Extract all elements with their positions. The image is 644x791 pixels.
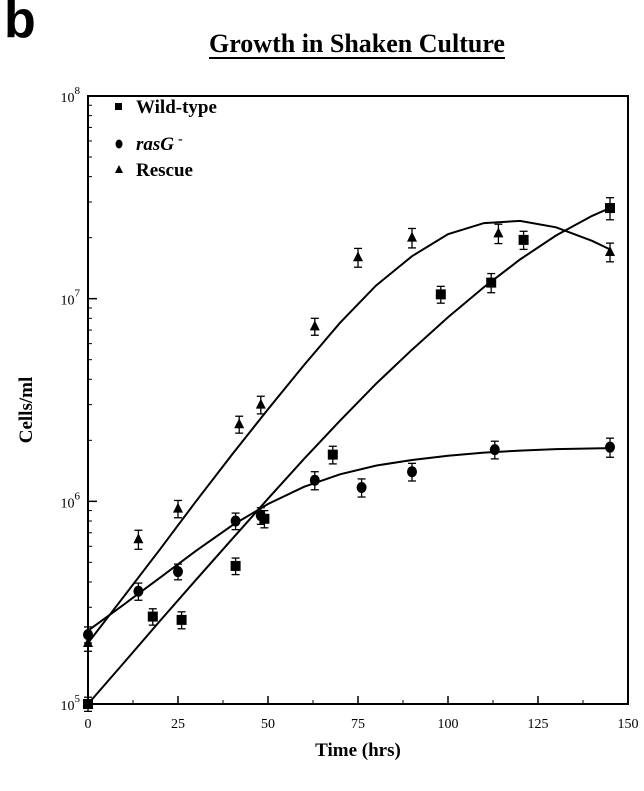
y-tick-exponent: 6	[75, 490, 81, 502]
y-tick-base: 10	[61, 294, 75, 309]
rasg-point	[605, 441, 615, 453]
y-tick-base: 10	[61, 699, 75, 714]
legend: Wild-type rasG - Rescue	[115, 97, 217, 181]
y-tick-label: 108	[61, 85, 81, 106]
x-tick-label: 75	[351, 717, 365, 732]
legend-label-rasg: rasG -	[136, 132, 183, 155]
legend-item-rasg: rasG -	[115, 132, 183, 155]
rasg-point	[133, 585, 144, 597]
rasg-point	[230, 515, 241, 527]
y-tick-exponent: 7	[75, 288, 81, 300]
legend-item-wild-type: Wild-type	[115, 97, 217, 118]
legend-label-rescue: Rescue	[136, 160, 193, 181]
rescue-point	[133, 533, 144, 544]
chart-title: Growth in Shaken Culture	[209, 29, 505, 58]
x-tick-label: 125	[528, 717, 549, 732]
rasg-point	[255, 510, 266, 522]
x-tick-label: 50	[261, 717, 275, 732]
y-tick-base: 10	[61, 91, 75, 106]
x-tick-label: 0	[85, 717, 92, 732]
legend-label-rasg-sup: -	[178, 132, 183, 147]
rescue-point	[255, 398, 266, 409]
x-axis-label: Time (hrs)	[315, 740, 401, 761]
rescue-point	[309, 320, 320, 331]
wild-type-point	[605, 203, 615, 214]
legend-item-rescue: Rescue	[115, 160, 193, 181]
rasg-point	[173, 566, 183, 578]
y-tick-label: 105	[61, 693, 81, 714]
wild-type-point	[435, 289, 446, 300]
wild-type-point	[230, 560, 241, 571]
rasg-point	[309, 474, 320, 486]
wild-type-point	[518, 234, 529, 245]
legend-label-wild-type: Wild-type	[136, 97, 217, 118]
wild-type-point	[147, 611, 158, 622]
legend-label-rasg-main: rasG	[136, 134, 174, 155]
rasg-point	[83, 629, 93, 641]
wild-type-point	[83, 699, 93, 709]
rescue-point	[234, 418, 245, 429]
legend-square-marker	[115, 103, 122, 110]
wild-type-point	[176, 614, 187, 625]
rescue-point	[173, 502, 183, 513]
x-tick-label: 25	[171, 717, 185, 732]
fit-curve-rasg	[87, 447, 611, 632]
rescue-point	[83, 636, 93, 647]
legend-triangle-marker	[115, 165, 123, 173]
fit-curves	[87, 207, 611, 705]
y-axis-label: Cells/ml	[16, 377, 37, 444]
wild-type-point	[486, 277, 497, 288]
y-tick-label: 106	[61, 490, 81, 511]
y-tick-exponent: 5	[75, 693, 81, 705]
fit-curve-rescue	[87, 219, 611, 644]
data-points	[83, 197, 615, 712]
x-tick-label: 150	[618, 717, 639, 732]
panel-label: b	[4, 0, 36, 49]
wild-type-point	[327, 449, 338, 460]
x-axis-ticks: 0 25 50 75 100 125 150	[85, 696, 639, 732]
y-tick-label: 107	[61, 288, 81, 309]
y-tick-exponent: 8	[75, 85, 81, 97]
rasg-point	[356, 482, 367, 494]
x-tick-label: 100	[438, 717, 459, 732]
fit-curve-wild-type	[87, 207, 611, 705]
rasg-point	[489, 444, 500, 456]
rasg-point	[407, 466, 417, 478]
rescue-point	[605, 245, 615, 256]
y-tick-base: 10	[61, 496, 75, 511]
rescue-point	[493, 227, 504, 238]
rescue-point	[407, 231, 417, 242]
plot-area-frame	[87, 95, 629, 705]
rescue-point	[353, 251, 363, 262]
legend-circle-marker	[115, 139, 123, 149]
